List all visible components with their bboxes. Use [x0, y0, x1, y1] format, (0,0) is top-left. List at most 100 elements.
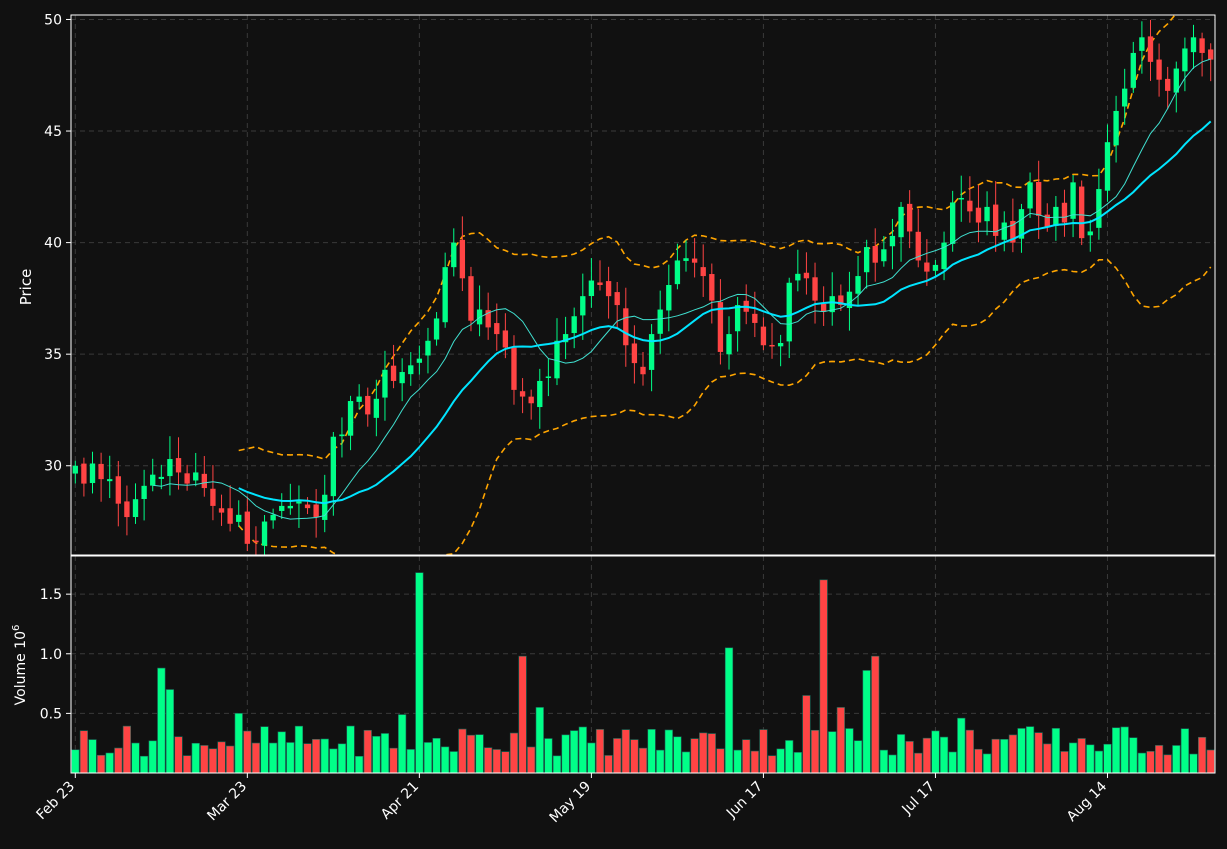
volume-bar — [303, 743, 312, 774]
candle-body — [967, 200, 973, 212]
volume-bar — [1206, 749, 1215, 774]
candle-body — [580, 296, 586, 316]
candle-body — [382, 369, 388, 398]
volume-bar — [208, 748, 218, 774]
candle-body — [975, 207, 982, 223]
candle-body — [416, 358, 423, 363]
volume-bar — [355, 756, 364, 774]
candle-body — [1053, 206, 1059, 226]
volume-tick-label: 0.5 — [40, 706, 62, 722]
volume-bar — [432, 738, 441, 774]
candle-body — [597, 282, 603, 285]
candle-body — [949, 202, 956, 244]
ma-slow-line — [238, 120, 1212, 505]
candle-body — [906, 203, 913, 232]
volume-bar — [458, 728, 467, 774]
volume-bar — [647, 729, 656, 774]
candle-body — [1182, 48, 1188, 72]
candle-body — [820, 303, 827, 312]
candle-body — [752, 313, 758, 323]
volume-bar — [269, 742, 278, 774]
volume-bar — [965, 729, 974, 774]
volume-bar — [1068, 742, 1078, 774]
volume-bar — [243, 730, 252, 774]
volume-bar — [673, 736, 682, 774]
candle-body — [1190, 37, 1197, 53]
volume-bar — [587, 742, 596, 774]
volume-bar — [88, 739, 97, 774]
candle-body — [519, 391, 526, 397]
candle-body — [717, 302, 724, 352]
volume-axis-exponent-power: 6 — [11, 625, 22, 631]
volume-bar — [656, 749, 665, 774]
candle-body — [347, 401, 354, 436]
candle-body — [433, 318, 440, 340]
volume-bar — [1103, 743, 1112, 774]
candle-body — [115, 476, 121, 504]
volume-bar — [613, 738, 622, 774]
volume-bar — [501, 751, 510, 774]
candle-body — [588, 280, 595, 297]
candle-body — [1139, 37, 1145, 51]
volume-bar — [312, 738, 321, 774]
candle-body — [322, 494, 328, 520]
candle-body — [881, 249, 887, 262]
candle-body — [141, 485, 147, 500]
volume-bar — [157, 667, 166, 774]
bollinger-upper-band — [238, 15, 1177, 461]
candle-body — [941, 242, 947, 270]
price-axis-label: Price — [17, 269, 35, 306]
candle-body — [124, 501, 130, 518]
candle-body — [1044, 214, 1050, 227]
volume-bar — [724, 647, 734, 774]
candle-body — [795, 273, 801, 281]
volume-panel-frame — [70, 555, 1216, 774]
volume-bar — [742, 739, 751, 774]
candle-body — [726, 334, 732, 355]
candle-body — [898, 206, 904, 238]
volume-bar — [140, 755, 149, 774]
volume-bar — [406, 749, 415, 774]
volume-bar — [1146, 751, 1155, 774]
candle-body — [545, 376, 552, 378]
volume-bar — [1172, 745, 1181, 774]
volume-bar — [105, 752, 114, 774]
volume-bar — [690, 738, 699, 774]
volume-bar — [97, 754, 106, 774]
candle-body — [1079, 186, 1085, 239]
candle-body — [451, 242, 457, 268]
volume-bar — [389, 747, 398, 774]
volume-bar — [552, 755, 562, 774]
volume-bar — [862, 670, 871, 774]
candle-body — [399, 372, 405, 384]
volume-bar — [1120, 726, 1129, 774]
volume-bar — [492, 749, 501, 774]
candle-body — [932, 264, 939, 271]
volume-bar — [982, 753, 992, 774]
volume-bars — [71, 572, 1215, 774]
volume-bar — [148, 740, 157, 774]
candle-body — [236, 514, 242, 522]
volume-bar — [707, 733, 716, 774]
volume-bar — [363, 729, 372, 774]
volume-bar — [905, 741, 914, 774]
volume-bar — [1043, 743, 1052, 774]
bollinger-lower-band — [238, 258, 1212, 555]
candle-body — [623, 308, 629, 346]
candle-body — [1147, 36, 1154, 62]
candle-body — [571, 316, 577, 334]
candle-body — [1001, 222, 1007, 240]
volume-bar — [544, 738, 553, 774]
candle-body — [1199, 38, 1205, 53]
candle-body — [786, 282, 792, 342]
candle-body — [132, 499, 139, 518]
volume-bar — [948, 751, 957, 774]
price-tick-label: 30 — [44, 459, 62, 475]
volume-bar — [845, 728, 854, 774]
volume-bar — [879, 749, 888, 774]
volume-bar — [441, 746, 450, 774]
candle-body — [992, 204, 999, 236]
volume-bar — [449, 751, 458, 774]
volume-bar — [71, 749, 80, 774]
candle-body — [459, 239, 466, 279]
